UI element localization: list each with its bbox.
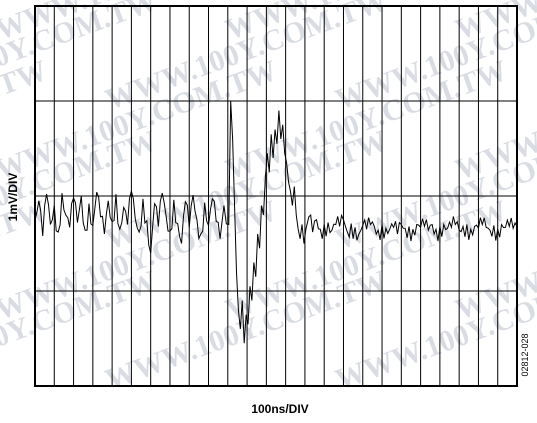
grid (35, 6, 517, 386)
figure-id: 02812-028 (520, 333, 530, 376)
signal-trace (34, 100, 518, 344)
y-axis-label: 1mV/DIV (6, 173, 20, 222)
plot-frame (34, 5, 518, 387)
x-axis-label: 100ns/DIV (251, 402, 308, 416)
